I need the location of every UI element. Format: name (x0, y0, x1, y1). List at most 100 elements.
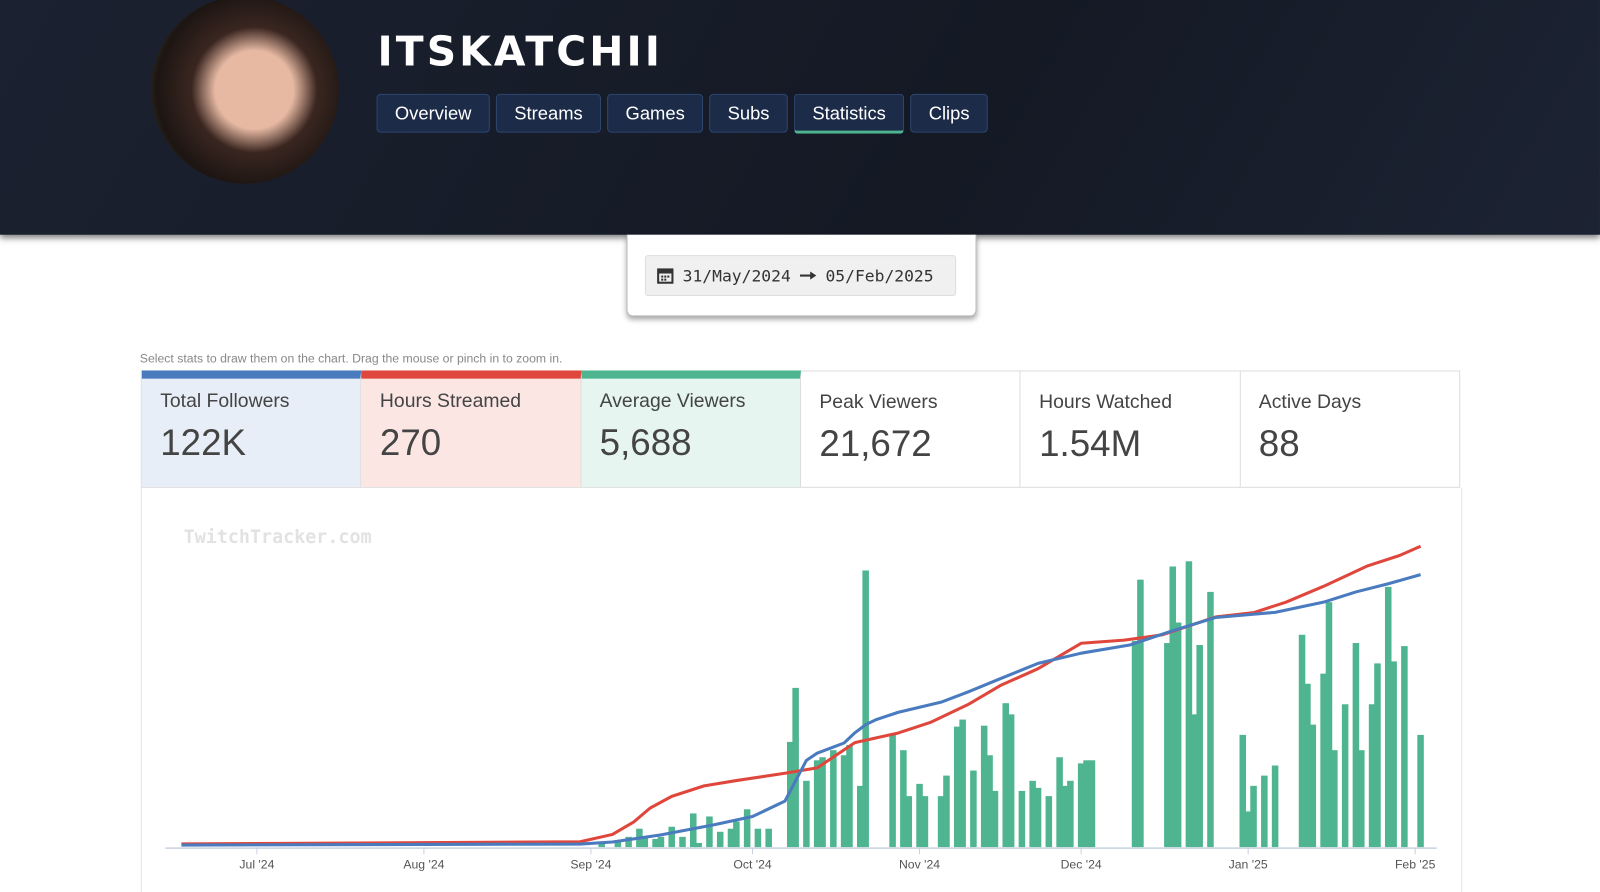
bar (706, 816, 713, 848)
bar (1083, 760, 1090, 848)
bar (1034, 787, 1042, 848)
tab[interactable]: Streams (495, 93, 602, 133)
avatar (151, 0, 339, 184)
bar (1298, 634, 1306, 848)
bar (1077, 763, 1085, 848)
bar (900, 750, 907, 848)
bar (857, 785, 864, 848)
bar (1207, 591, 1214, 848)
stat-card[interactable]: Peak Viewers 21,672 (801, 371, 1021, 487)
bar (1304, 683, 1311, 848)
tab[interactable]: Clips (910, 93, 988, 133)
bar (792, 687, 799, 848)
stat-value: 5,688 (599, 421, 692, 464)
tab[interactable]: Subs (709, 93, 788, 133)
bar (1169, 566, 1177, 848)
chart-panel (140, 487, 1463, 892)
bar (614, 840, 622, 848)
bar (862, 570, 869, 848)
x-tick-label: Sep '24 (570, 858, 611, 872)
tab[interactable]: Games (607, 93, 704, 133)
bar (1061, 785, 1069, 848)
stat-label: Active Days (1258, 391, 1362, 414)
bar (765, 828, 772, 848)
x-tick-label: Dec '24 (1061, 858, 1102, 872)
bar (1174, 622, 1182, 848)
x-tick-label: Oct '24 (733, 858, 772, 872)
bar (754, 828, 762, 848)
bar (1067, 780, 1074, 848)
bar (1088, 760, 1096, 848)
bar (786, 741, 794, 848)
bar (1250, 785, 1257, 848)
x-tick-label: Jul '24 (239, 858, 274, 872)
bar (1196, 645, 1203, 848)
bar (727, 828, 735, 848)
bar (986, 755, 993, 848)
bar (1029, 780, 1036, 848)
bar (641, 836, 649, 848)
bar (1131, 640, 1139, 848)
x-tick-label: Feb '25 (1395, 858, 1436, 872)
hint: Select stats to draw them on the chart. … (139, 351, 563, 366)
stat-label: Average Viewers (599, 390, 746, 413)
bar (959, 719, 966, 848)
bar (1137, 579, 1144, 848)
bar (598, 842, 605, 848)
x-tick-label: Nov '24 (899, 858, 940, 872)
stat-value: 122K (160, 421, 246, 464)
stat-card[interactable]: Active Days 88 (1240, 371, 1459, 486)
bar (1374, 663, 1381, 848)
tabs: Overview Streams Games Subs Statistics C… (376, 93, 988, 134)
bar (943, 775, 950, 848)
calendar-icon (657, 268, 674, 284)
stat-cards: Total Followers 122K Hours Streamed 270 Aver… (140, 370, 1461, 488)
stat-value: 21,672 (819, 422, 932, 465)
bar (1056, 757, 1063, 848)
bar (819, 757, 826, 848)
bar (733, 821, 740, 848)
stat-card[interactable]: Total Followers 122K (141, 370, 362, 487)
stat-label: Hours Streamed (379, 390, 522, 413)
bar (1185, 561, 1193, 848)
stat-label: Hours Watched (1039, 391, 1172, 414)
bar (657, 836, 665, 848)
header: ITSKATCHII Overview Streams Games Subs S… (0, 0, 1600, 235)
date-range[interactable]: 31/May/2024 05/Feb/2025 (644, 255, 957, 296)
bar (1164, 643, 1171, 848)
bar (1045, 796, 1053, 848)
bar (1271, 765, 1279, 848)
bar (1401, 646, 1408, 848)
bar (1384, 586, 1392, 848)
stat-label: Peak Viewers (819, 391, 938, 414)
bar (695, 842, 702, 848)
bar (1325, 602, 1333, 848)
stat-card[interactable]: Hours Streamed 270 (361, 370, 582, 487)
stat-label: Total Followers (160, 390, 290, 413)
bar (803, 780, 810, 848)
bar (1244, 811, 1252, 848)
tab[interactable]: Overview (376, 93, 490, 133)
bar (1368, 704, 1376, 848)
channel-name: ITSKATCHII (377, 28, 663, 76)
x-tick-label: Jan '25 (1229, 858, 1268, 872)
bar (1002, 703, 1009, 848)
bar (1239, 734, 1247, 848)
tab[interactable]: Statistics (793, 93, 905, 134)
bar (1309, 724, 1317, 848)
bar (813, 760, 821, 848)
bar (889, 734, 896, 848)
stat-card[interactable]: Hours Watched 1.54M (1021, 371, 1241, 487)
bar (716, 831, 724, 848)
stat-value: 1.54M (1039, 422, 1142, 465)
date-start: 31/May/2024 (682, 265, 791, 286)
stat-value: 88 (1258, 422, 1300, 465)
bar (991, 790, 999, 848)
stat-card[interactable]: Average Viewers 5,688 (581, 370, 801, 487)
bar (1358, 750, 1365, 848)
bar (970, 770, 977, 848)
bar (743, 809, 751, 848)
bar (846, 744, 853, 848)
